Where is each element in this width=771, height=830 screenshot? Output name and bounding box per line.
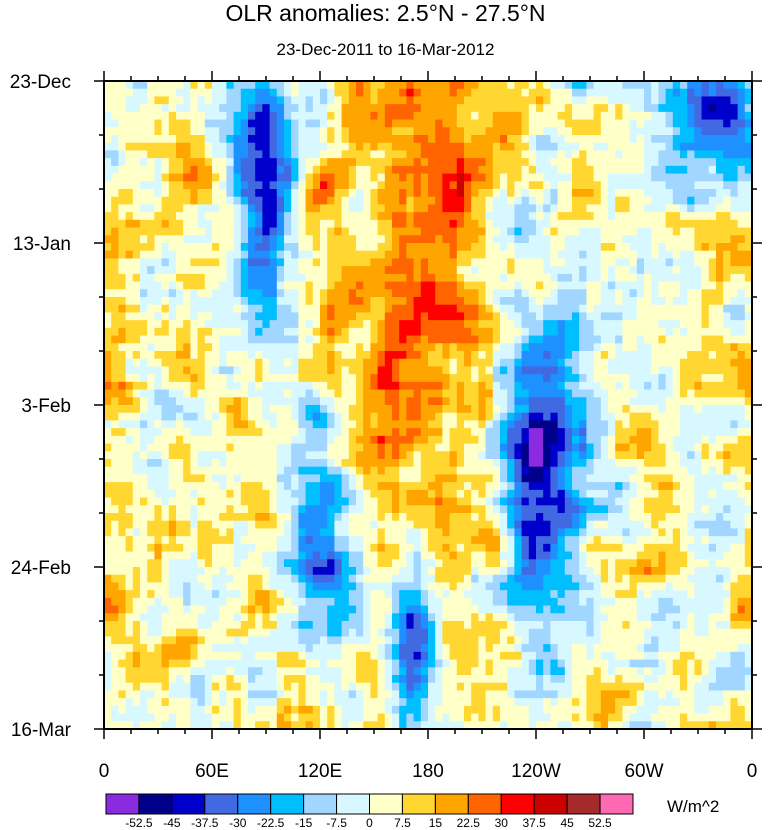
colorbar-swatch	[270, 793, 305, 815]
colorbar-level-label: 7.5	[394, 816, 411, 830]
y-tick-label: 16-Mar	[11, 720, 72, 741]
chart-title: OLR anomalies: 2.5°N - 27.5°N	[225, 0, 546, 26]
y-tick-label: 3-Feb	[21, 396, 71, 417]
colorbar-level-label: -22.5	[257, 816, 285, 830]
colorbar-swatch	[599, 793, 634, 815]
colorbar-level-label: -7.5	[326, 816, 347, 830]
y-tick-label: 13-Jan	[13, 234, 71, 255]
anomaly-field	[104, 81, 752, 729]
colorbar-swatch	[434, 793, 469, 815]
colorbar-level-label: 37.5	[523, 816, 547, 830]
x-tick-label: 0	[747, 761, 758, 782]
y-tick-label: 23-Dec	[10, 72, 71, 93]
x-tick-label: 60W	[624, 761, 663, 782]
colorbar-level-label: 52.5	[588, 816, 612, 830]
colorbar-swatch	[566, 793, 601, 815]
colorbar-swatch	[500, 793, 535, 815]
colorbar: -52.5 -45 -37.5 -30 -22.5 -15 -7.5 0 7.5 15 22.5 30…	[105, 793, 719, 830]
colorbar-swatch	[303, 793, 338, 815]
colorbar-swatch	[401, 793, 436, 815]
colorbar-swatch	[171, 793, 206, 815]
x-tick-label: 120W	[511, 761, 561, 782]
y-axis: 23-Dec 13-Jan 3-Feb 24-Feb 16-Mar	[10, 72, 762, 741]
x-tick-label: 60E	[195, 761, 229, 782]
colorbar-level-label: -30	[229, 816, 247, 830]
colorbar-swatch	[105, 793, 140, 815]
colorbar-swatch	[467, 793, 502, 815]
colorbar-level-label: 22.5	[457, 816, 481, 830]
colorbar-swatch	[336, 793, 370, 815]
colorbar-level-label: 15	[429, 816, 443, 830]
colorbar-unit-label: W/m^2	[667, 797, 719, 816]
colorbar-level-label: 30	[495, 816, 509, 830]
x-tick-label: 120E	[298, 761, 342, 782]
x-axis: 0 60E 120E 180 120W 60W 0	[99, 71, 758, 782]
y-tick-label: 24-Feb	[11, 558, 71, 579]
colorbar-swatch	[138, 793, 173, 815]
x-tick-label: 180	[412, 761, 444, 782]
colorbar-level-label: -15	[295, 816, 313, 830]
chart-subtitle: 23-Dec-2011 to 16-Mar-2012	[276, 40, 495, 59]
colorbar-swatch	[204, 793, 239, 815]
colorbar-level-label: 0	[366, 816, 373, 830]
colorbar-swatch	[369, 793, 403, 815]
colorbar-swatch	[533, 793, 568, 815]
colorbar-level-label: -45	[163, 816, 181, 830]
colorbar-swatch	[237, 793, 272, 815]
colorbar-level-label: 45	[560, 816, 574, 830]
x-tick-label: 0	[99, 761, 110, 782]
colorbar-level-label: -37.5	[191, 816, 219, 830]
colorbar-level-label: -52.5	[125, 816, 153, 830]
